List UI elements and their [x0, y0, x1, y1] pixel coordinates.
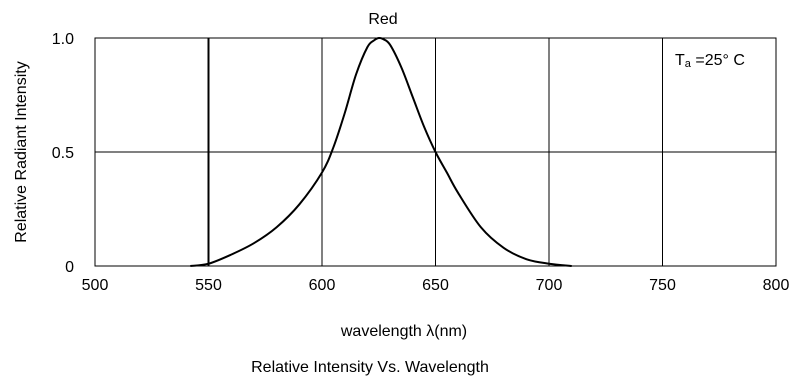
x-tick-label: 650: [422, 277, 449, 294]
x-tick-label: 550: [195, 277, 222, 294]
y-tick-labels: 0 0.5 1.0: [52, 31, 74, 276]
y-axis-label: Relative Radiant Intensity: [13, 61, 30, 242]
chart-title: Red: [368, 11, 397, 28]
y-tick-label: 0: [65, 259, 74, 276]
x-tick-label: 700: [536, 277, 563, 294]
x-tick-label: 500: [82, 277, 109, 294]
y-tick-label: 1.0: [52, 31, 74, 48]
x-tick-label: 600: [309, 277, 336, 294]
chart-caption: Relative Intensity Vs. Wavelength: [251, 359, 489, 376]
y-tick-label: 0.5: [52, 145, 74, 162]
x-tick-label: 750: [649, 277, 676, 294]
series-line: [190, 36, 572, 267]
temperature-annotation: Ta =25° C: [675, 52, 745, 70]
x-tick-label: 800: [763, 277, 790, 294]
x-tick-labels: 500 550 600 650 700 750 800: [82, 277, 790, 294]
x-axis-label: wavelength λ(nm): [340, 323, 467, 340]
